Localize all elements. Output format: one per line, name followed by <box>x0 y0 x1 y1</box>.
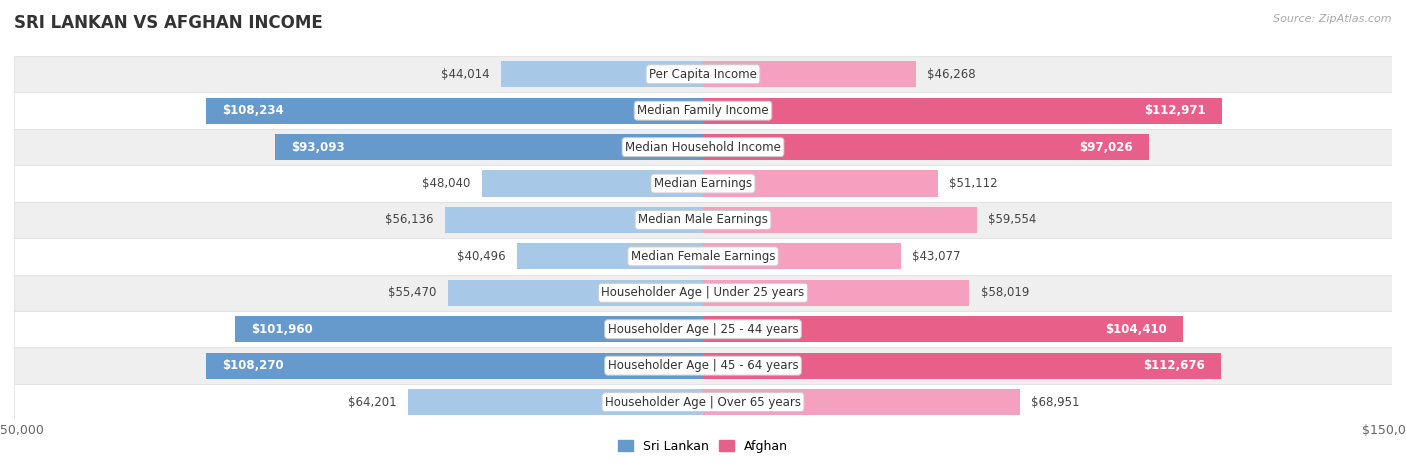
Bar <box>446 207 703 233</box>
Bar <box>482 170 703 197</box>
Text: $44,014: $44,014 <box>440 68 489 81</box>
Bar <box>205 353 703 379</box>
Text: $40,496: $40,496 <box>457 250 506 263</box>
Text: $112,971: $112,971 <box>1144 104 1206 117</box>
Text: $68,951: $68,951 <box>1031 396 1080 409</box>
Bar <box>14 56 1392 92</box>
Text: Median Household Income: Median Household Income <box>626 141 780 154</box>
Bar <box>14 275 1392 311</box>
Bar <box>703 98 1222 124</box>
Text: $51,112: $51,112 <box>949 177 998 190</box>
Bar <box>14 165 1392 202</box>
Bar <box>205 98 703 124</box>
Bar <box>703 316 1182 342</box>
Text: Householder Age | Under 25 years: Householder Age | Under 25 years <box>602 286 804 299</box>
Text: $101,960: $101,960 <box>250 323 312 336</box>
Bar <box>449 280 703 306</box>
Bar <box>703 280 970 306</box>
Text: $59,554: $59,554 <box>988 213 1036 226</box>
Text: Householder Age | 45 - 64 years: Householder Age | 45 - 64 years <box>607 359 799 372</box>
Text: $93,093: $93,093 <box>291 141 344 154</box>
Bar <box>14 92 1392 129</box>
Text: $48,040: $48,040 <box>422 177 471 190</box>
Text: Median Female Earnings: Median Female Earnings <box>631 250 775 263</box>
Bar <box>276 134 703 160</box>
Bar <box>408 389 703 415</box>
Bar <box>14 129 1392 165</box>
Text: $104,410: $104,410 <box>1105 323 1167 336</box>
Text: $43,077: $43,077 <box>912 250 960 263</box>
Text: $112,676: $112,676 <box>1143 359 1205 372</box>
Bar <box>235 316 703 342</box>
Bar <box>14 347 1392 384</box>
Bar <box>703 134 1149 160</box>
Text: Source: ZipAtlas.com: Source: ZipAtlas.com <box>1274 14 1392 24</box>
Bar <box>14 238 1392 275</box>
Text: $55,470: $55,470 <box>388 286 437 299</box>
Text: Householder Age | 25 - 44 years: Householder Age | 25 - 44 years <box>607 323 799 336</box>
Text: $46,268: $46,268 <box>927 68 976 81</box>
Bar <box>703 207 977 233</box>
Bar <box>14 311 1392 347</box>
Text: $56,136: $56,136 <box>385 213 433 226</box>
Text: Householder Age | Over 65 years: Householder Age | Over 65 years <box>605 396 801 409</box>
Bar <box>501 61 703 87</box>
Legend: Sri Lankan, Afghan: Sri Lankan, Afghan <box>613 435 793 458</box>
Text: $108,234: $108,234 <box>222 104 284 117</box>
Text: Per Capita Income: Per Capita Income <box>650 68 756 81</box>
Text: Median Male Earnings: Median Male Earnings <box>638 213 768 226</box>
Text: Median Earnings: Median Earnings <box>654 177 752 190</box>
Bar <box>517 243 703 269</box>
Text: $108,270: $108,270 <box>222 359 284 372</box>
Bar <box>14 384 1392 420</box>
Bar <box>703 61 915 87</box>
Bar <box>14 202 1392 238</box>
Text: $64,201: $64,201 <box>349 396 396 409</box>
Bar <box>703 170 938 197</box>
Text: $97,026: $97,026 <box>1078 141 1133 154</box>
Text: $58,019: $58,019 <box>981 286 1029 299</box>
Bar <box>703 389 1019 415</box>
Text: SRI LANKAN VS AFGHAN INCOME: SRI LANKAN VS AFGHAN INCOME <box>14 14 323 32</box>
Text: Median Family Income: Median Family Income <box>637 104 769 117</box>
Bar <box>703 353 1220 379</box>
Bar <box>703 243 901 269</box>
